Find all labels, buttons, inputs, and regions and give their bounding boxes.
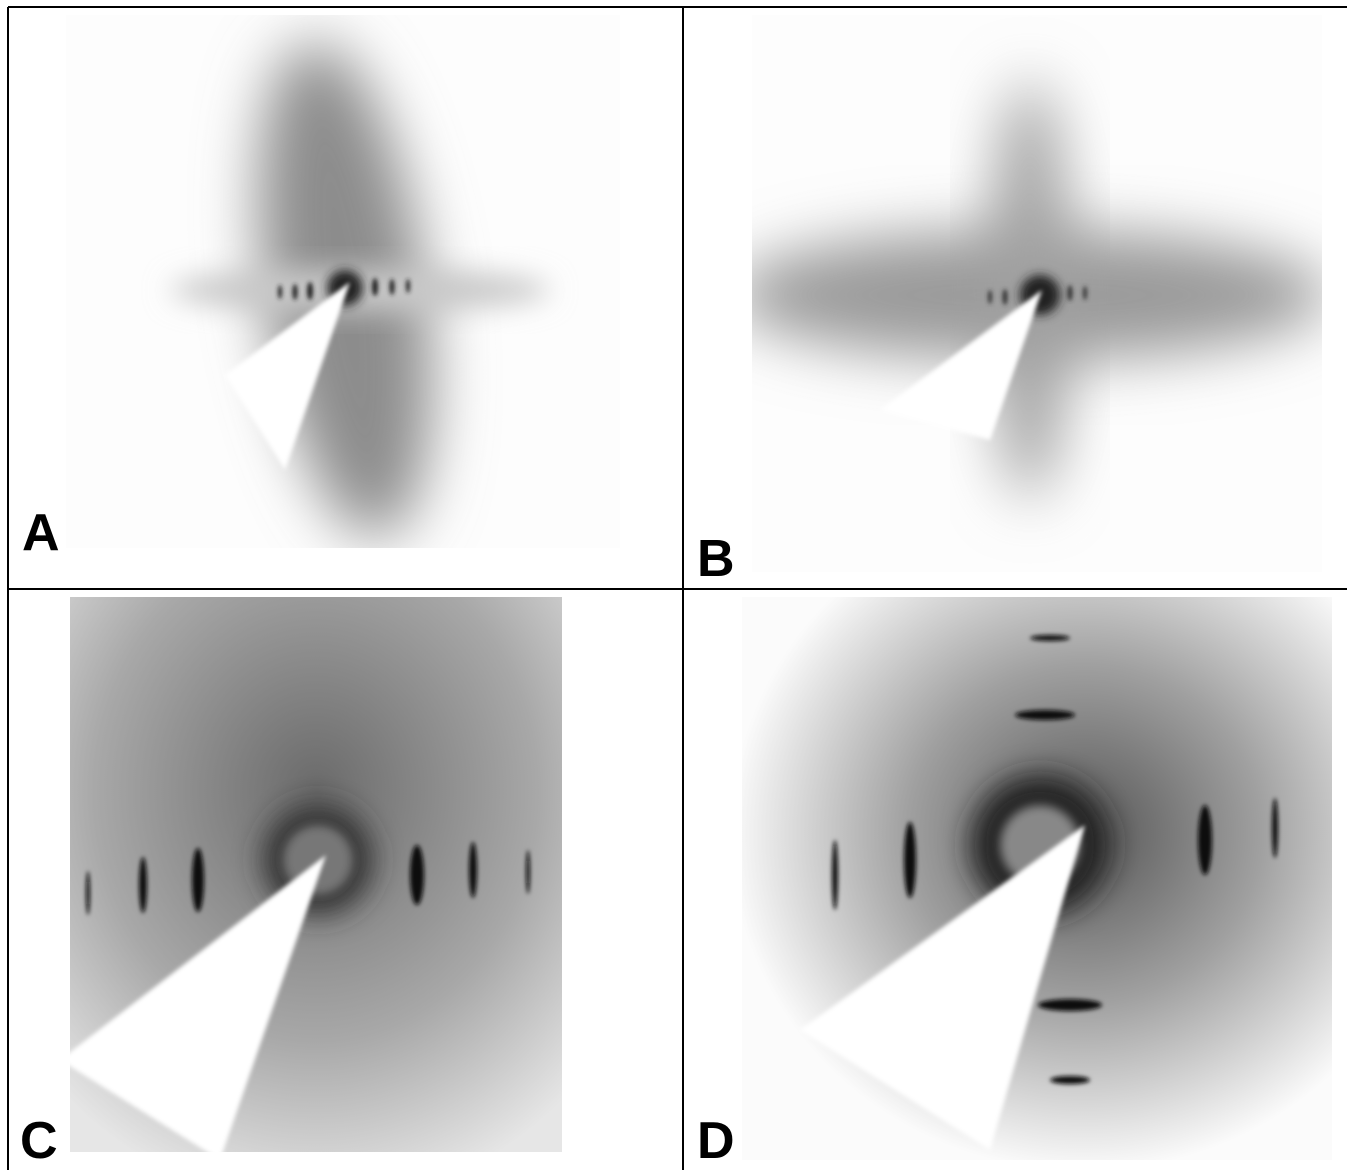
- page: {"panels": [{"label": "A"}, {"label": "B…: [0, 0, 1347, 1170]
- figure: A B C D: [0, 0, 1347, 1170]
- diffraction-image-a: [66, 15, 620, 549]
- diffraction-image-b: [730, 15, 1330, 572]
- panel-label: A: [22, 504, 60, 562]
- panel-label: D: [697, 1112, 735, 1170]
- panel-label: B: [697, 530, 735, 588]
- diffraction-image-c: [60, 597, 562, 1160]
- panel-label: C: [20, 1112, 58, 1170]
- diffraction-image-d: [742, 597, 1332, 1160]
